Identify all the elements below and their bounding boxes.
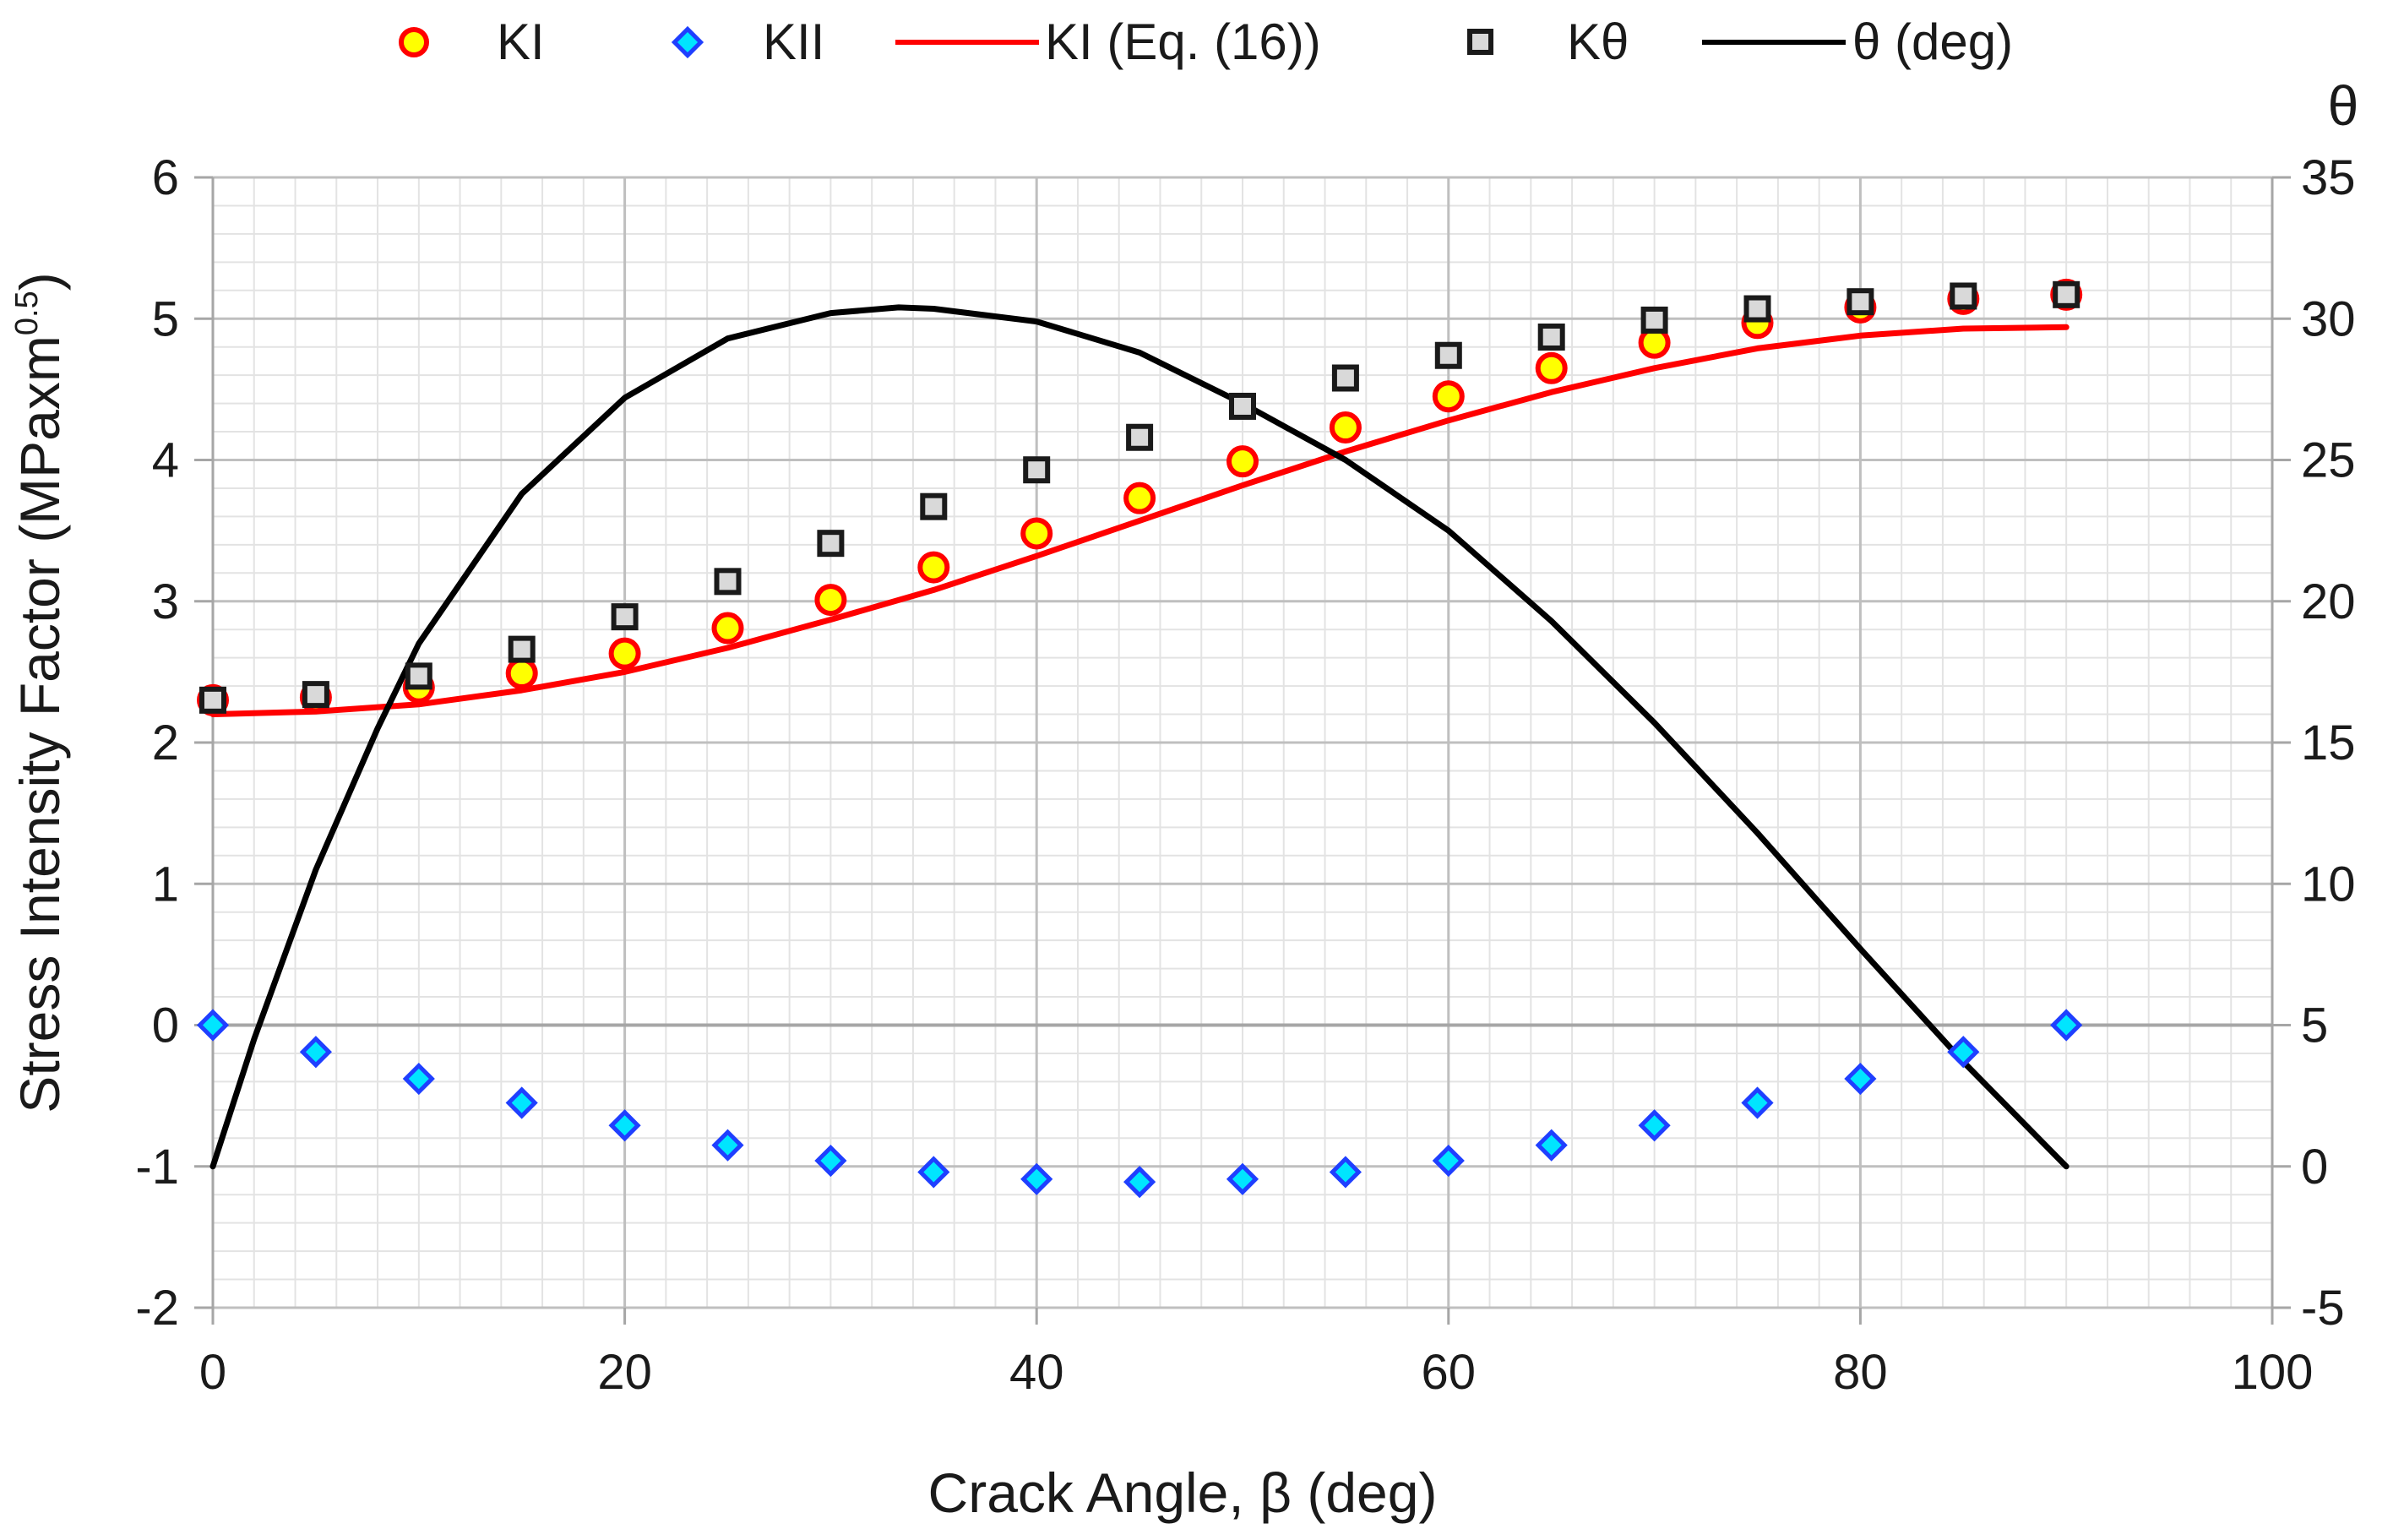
data-point-k (920, 492, 948, 520)
y-tick-label: 2 (152, 716, 179, 770)
data-point-kii (1020, 1162, 1053, 1195)
legend-marker-kii (671, 25, 704, 59)
data-point-kii (917, 1156, 950, 1189)
y-tick-label: -2 (135, 1281, 179, 1336)
data-point-kii (1432, 1144, 1465, 1178)
legend-marker-ktheta (1467, 29, 1493, 55)
data-point-k (1537, 323, 1565, 351)
data-point-kii (402, 1062, 435, 1096)
data-point-k (1847, 288, 1874, 316)
y-axis-title-close: ) (8, 272, 71, 291)
data-point-k (1950, 282, 1977, 310)
data-point-k (2053, 280, 2080, 308)
y-tick-label: 3 (152, 574, 179, 629)
legend-label-ki: KI (497, 14, 545, 70)
series-line-ki-eq-16 (209, 324, 2070, 717)
data-point-ki (1432, 380, 1465, 413)
legend-label-ki-eq16: KI (Eq. (16)) (1045, 14, 1321, 70)
y-tick-label: 1 (152, 857, 179, 911)
x-tick-label: 60 (1422, 1345, 1477, 1400)
data-point-ki (711, 612, 744, 645)
data-point-k (714, 568, 742, 596)
legend-label-theta: θ (deg) (1852, 14, 2013, 70)
data-point-k (1331, 364, 1359, 392)
x-tick-label: 0 (199, 1345, 226, 1400)
y-tick-label: 6 (152, 150, 179, 205)
data-point-kii (608, 1109, 641, 1142)
y-tick-label: -1 (135, 1140, 179, 1194)
data-point-k (1229, 392, 1256, 420)
data-point-ki (505, 657, 538, 690)
data-point-ki (1329, 411, 1362, 444)
legend: KI KII KI (Eq. (16)) Kθ θ (deg) (399, 14, 2013, 70)
y-tick-label: 5 (152, 291, 179, 346)
data-point-kii (1741, 1086, 1774, 1119)
y2-tick-label: 35 (2301, 150, 2356, 205)
data-point-kii (711, 1129, 744, 1162)
y2-tick-label: 20 (2301, 574, 2356, 629)
y2-tick-label: 5 (2301, 999, 2328, 1053)
y2-axis-title: θ (2328, 74, 2359, 137)
data-point-k (302, 681, 329, 709)
data-point-k (611, 603, 639, 631)
data-point-k (405, 662, 432, 690)
y-axis-title-superscript: 0.5 (9, 291, 45, 335)
legend-label-kii: KII (763, 14, 824, 70)
data-point-k (1743, 295, 1771, 323)
data-point-ki (814, 584, 847, 617)
data-point-k (1640, 306, 1668, 334)
y-tick-label: 0 (152, 999, 179, 1053)
data-point-k (199, 686, 226, 714)
data-point-kii (1844, 1062, 1877, 1096)
data-point-kii (299, 1036, 332, 1069)
x-tick-label: 80 (1833, 1345, 1888, 1400)
y2-tick-label: 25 (2301, 433, 2356, 488)
data-point-kii (1226, 1162, 1259, 1195)
x-tick-label: 20 (597, 1345, 652, 1400)
y2-tick-label: 0 (2301, 1140, 2328, 1194)
data-point-kii (1329, 1156, 1362, 1189)
legend-marker-ki (399, 27, 429, 57)
x-axis-title: Crack Angle, β (deg) (928, 1461, 1438, 1524)
data-point-kii (505, 1086, 538, 1119)
data-point-ki (1226, 445, 1259, 478)
data-point-k (1126, 423, 1154, 451)
series-line-deg (209, 304, 2070, 1170)
y2-tick-label: -5 (2301, 1281, 2345, 1336)
data-point-kii (1123, 1166, 1156, 1199)
data-point-k (1434, 341, 1462, 369)
data-point-kii (814, 1144, 847, 1178)
y-axis-title: Stress Intensity Factor (MPaxm0.5) (8, 272, 71, 1113)
x-tick-label: 40 (1009, 1345, 1064, 1400)
data-point-k (1023, 456, 1051, 484)
data-point-ki (1535, 351, 1568, 384)
legend-label-ktheta: Kθ (1567, 14, 1629, 70)
data-point-kii (1535, 1129, 1568, 1162)
y2-tick-label: 15 (2301, 716, 2356, 770)
y-axis-title-main: Stress Intensity Factor (MPaxm (8, 335, 71, 1113)
x-tick-label: 100 (2232, 1345, 2314, 1400)
data-point-ki (608, 637, 641, 670)
y2-tick-label: 30 (2301, 291, 2356, 346)
data-point-k (508, 635, 536, 663)
data-point-kii (196, 1009, 230, 1042)
data-point-k (817, 530, 845, 558)
y2-tick-label: 10 (2301, 857, 2356, 911)
tick-labels: -2 -1 0 1 2 3 4 5 6 -5 0 5 10 15 20 25 30 35 0 20 40 60 80 100 (135, 150, 2355, 1400)
series-layer (196, 278, 2083, 1199)
y-tick-label: 4 (152, 433, 179, 488)
data-point-kii (2050, 1009, 2083, 1042)
data-point-ki (1123, 482, 1156, 514)
data-point-ki (1020, 517, 1053, 550)
data-point-kii (1947, 1036, 1980, 1069)
data-point-kii (1638, 1109, 1671, 1142)
data-point-ki (917, 551, 950, 584)
